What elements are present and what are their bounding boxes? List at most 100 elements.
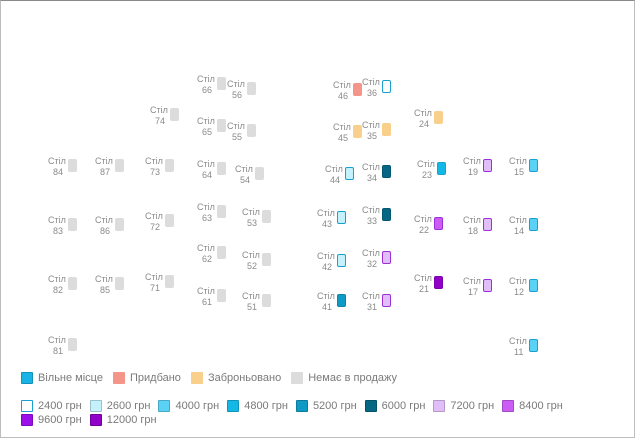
table-seat-marker[interactable] (529, 218, 538, 231)
table-56: Стіл 56 (227, 79, 275, 111)
table-word-label: Стіл (509, 156, 527, 166)
table-seat-marker[interactable] (382, 80, 391, 93)
table-number: 61 (202, 297, 213, 307)
status-legend-item-unavailable: Немає в продажу (291, 371, 397, 385)
table-number: 11 (514, 347, 524, 357)
table-seat-marker[interactable] (345, 167, 354, 180)
table-number: 23 (422, 170, 433, 180)
price-legend-swatch (364, 400, 377, 412)
table-seat-marker[interactable] (483, 218, 492, 231)
table-51: Стіл 51 (242, 291, 290, 323)
table-seat-marker[interactable] (337, 254, 346, 267)
price-legend-item-p8400: 8400 грн (502, 399, 563, 413)
table-32[interactable]: Стіл 32 (362, 248, 410, 280)
table-11[interactable]: Стіл 11 (509, 336, 557, 368)
table-43[interactable]: Стіл 43 (317, 208, 365, 240)
table-number: 72 (150, 222, 161, 232)
table-22[interactable]: Стіл 22 (414, 214, 462, 246)
table-number: 31 (367, 302, 378, 312)
table-81: Стіл 81 (48, 335, 96, 367)
table-46: Стіл 46 (333, 80, 381, 112)
table-seat-marker[interactable] (483, 279, 492, 292)
status-legend-swatch (190, 372, 203, 384)
table-33[interactable]: Стіл 33 (362, 205, 410, 237)
table-number: 62 (202, 254, 213, 264)
table-seat-marker (68, 338, 77, 351)
price-legend-label: 2600 грн (106, 400, 151, 412)
table-number: 33 (367, 216, 378, 226)
table-number: 53 (247, 218, 258, 228)
table-number: 71 (150, 283, 161, 293)
table-82: Стіл 82 (48, 274, 96, 306)
table-seat-marker (255, 167, 264, 180)
table-seat-marker[interactable] (434, 217, 443, 230)
table-number: 74 (155, 116, 166, 126)
table-word-label: Стіл (197, 286, 215, 296)
table-seat-marker (68, 218, 77, 231)
table-seat-marker[interactable] (337, 294, 346, 307)
table-14[interactable]: Стіл 14 (509, 215, 557, 247)
table-number: 83 (53, 226, 64, 236)
table-number: 46 (338, 91, 349, 101)
table-seat-marker[interactable] (529, 339, 538, 352)
table-seat-marker[interactable] (382, 294, 391, 307)
table-55: Стіл 55 (227, 121, 275, 153)
table-seat-marker (115, 218, 124, 231)
table-word-label: Стіл (463, 276, 481, 286)
table-number: 63 (202, 213, 213, 223)
price-legend-item-p6000: 6000 грн (364, 399, 425, 413)
table-12[interactable]: Стіл 12 (509, 276, 557, 308)
table-word-label: Стіл (242, 207, 260, 217)
table-44[interactable]: Стіл 44 (325, 164, 373, 196)
table-number: 12 (514, 287, 525, 297)
table-seat-marker[interactable] (483, 159, 492, 172)
table-word-label: Стіл (417, 159, 435, 169)
table-seat-marker[interactable] (434, 276, 443, 289)
table-word-label: Стіл (227, 79, 245, 89)
table-number: 43 (322, 219, 333, 229)
table-seat-marker (247, 124, 256, 137)
table-seat-marker (165, 159, 174, 172)
table-53: Стіл 53 (242, 207, 290, 239)
table-seat-marker[interactable] (529, 159, 538, 172)
table-word-label: Стіл (463, 215, 481, 225)
table-seat-marker[interactable] (437, 162, 446, 175)
table-word-label: Стіл (95, 215, 113, 225)
table-15[interactable]: Стіл 15 (509, 156, 557, 188)
table-19[interactable]: Стіл 19 (463, 156, 511, 188)
price-legend-item-p2400: 2400 грн (21, 399, 82, 413)
table-seat-marker (165, 214, 174, 227)
table-84: Стіл 84 (48, 156, 96, 188)
table-word-label: Стіл (362, 248, 380, 258)
table-24: Стіл 24 (414, 108, 462, 140)
table-21[interactable]: Стіл 21 (414, 273, 462, 305)
price-legend-swatch (295, 400, 308, 412)
table-17[interactable]: Стіл 17 (463, 276, 511, 308)
table-34[interactable]: Стіл 34 (362, 162, 410, 194)
table-seat-marker[interactable] (337, 211, 346, 224)
price-legend-swatch (21, 414, 33, 426)
table-number: 22 (419, 225, 430, 235)
table-word-label: Стіл (362, 291, 380, 301)
status-legend-label: Немає в продажу (308, 372, 397, 384)
table-number: 41 (322, 302, 333, 312)
table-36[interactable]: Стіл 36 (362, 77, 410, 109)
table-31[interactable]: Стіл 31 (362, 291, 410, 323)
legend: Вільне місце Придбано Заброньовано Немає в … (21, 371, 621, 427)
table-seat-marker[interactable] (382, 165, 391, 178)
status-legend: Вільне місце Придбано Заброньовано Немає в … (21, 371, 621, 385)
table-seat-marker (68, 277, 77, 290)
table-41[interactable]: Стіл 41 (317, 291, 365, 323)
table-seat-marker[interactable] (529, 279, 538, 292)
table-seat-marker[interactable] (382, 251, 391, 264)
table-word-label: Стіл (242, 250, 260, 260)
table-word-label: Стіл (48, 156, 66, 166)
table-42[interactable]: Стіл 42 (317, 251, 365, 283)
floor-plan: Стіл 84 Стіл 83 Стіл 82 Стіл 81 Стіл 87 Стіл 86 Стіл… (1, 1, 634, 361)
table-seat-marker[interactable] (382, 208, 391, 221)
table-18[interactable]: Стіл 18 (463, 215, 511, 247)
price-legend-item-p5200: 5200 грн (295, 399, 357, 413)
price-legend-swatch (21, 400, 33, 412)
table-23[interactable]: Стіл 23 (417, 159, 465, 191)
